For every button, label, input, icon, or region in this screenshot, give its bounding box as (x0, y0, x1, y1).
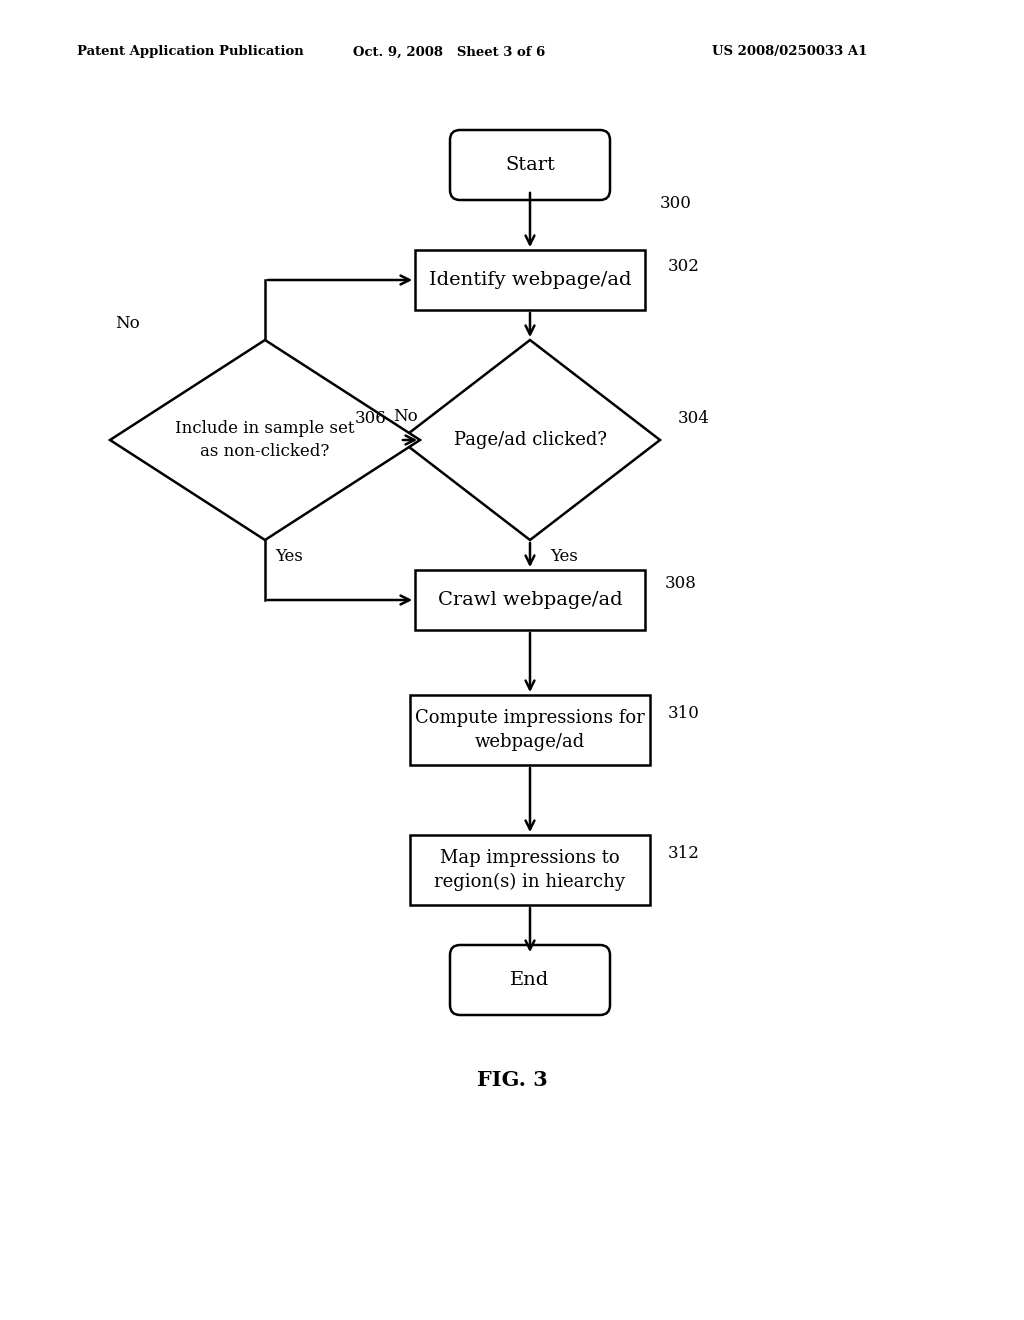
Bar (415, 570, 645, 630)
Text: US 2008/0250033 A1: US 2008/0250033 A1 (712, 45, 867, 58)
Text: No: No (392, 408, 418, 425)
Text: Map impressions to
region(s) in hiearchy: Map impressions to region(s) in hiearchy (434, 849, 626, 891)
Text: 300: 300 (660, 195, 692, 213)
FancyBboxPatch shape (450, 945, 610, 1015)
FancyBboxPatch shape (450, 129, 610, 201)
Polygon shape (400, 341, 660, 540)
Text: End: End (510, 972, 550, 989)
Text: 308: 308 (665, 576, 697, 591)
Text: No: No (115, 315, 139, 333)
Text: 312: 312 (668, 845, 699, 862)
Text: Page/ad clicked?: Page/ad clicked? (454, 432, 606, 449)
Text: Patent Application Publication: Patent Application Publication (77, 45, 303, 58)
Text: Compute impressions for
webpage/ad: Compute impressions for webpage/ad (415, 709, 645, 751)
Text: 310: 310 (668, 705, 699, 722)
Text: Yes: Yes (550, 548, 578, 565)
Text: Oct. 9, 2008   Sheet 3 of 6: Oct. 9, 2008 Sheet 3 of 6 (353, 45, 546, 58)
Text: 306: 306 (355, 411, 387, 426)
Text: 302: 302 (668, 257, 699, 275)
Bar (410, 696, 650, 766)
Text: 304: 304 (678, 411, 710, 426)
Text: Identify webpage/ad: Identify webpage/ad (429, 271, 631, 289)
Bar (415, 249, 645, 310)
Polygon shape (110, 341, 420, 540)
Text: Start: Start (505, 156, 555, 174)
Bar (410, 836, 650, 906)
Text: Include in sample set
as non-clicked?: Include in sample set as non-clicked? (175, 420, 354, 459)
Text: Yes: Yes (275, 548, 303, 565)
Text: Crawl webpage/ad: Crawl webpage/ad (437, 591, 623, 609)
Text: FIG. 3: FIG. 3 (476, 1071, 548, 1090)
